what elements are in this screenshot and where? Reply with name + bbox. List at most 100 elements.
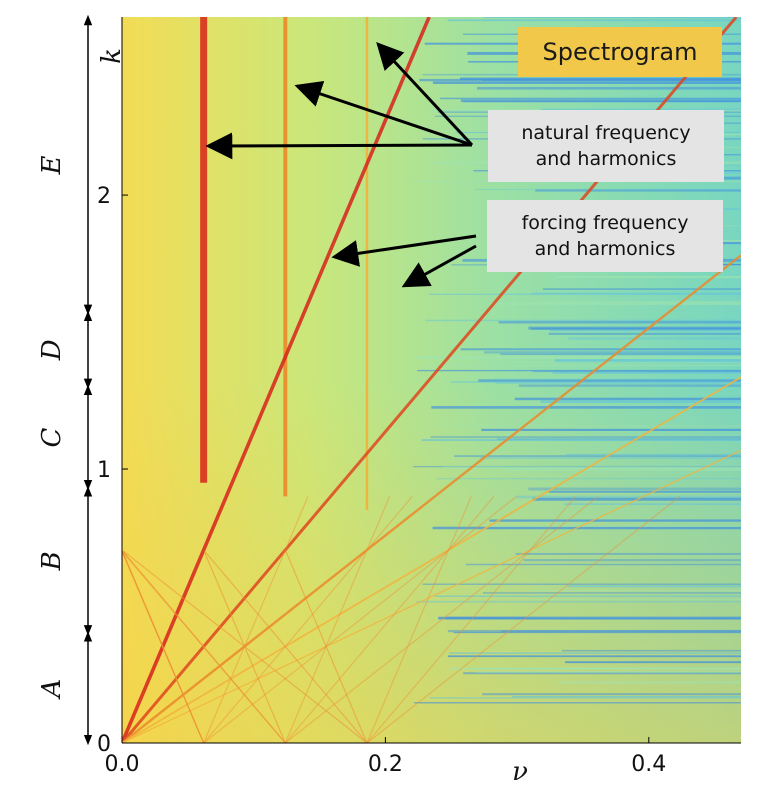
y-tick-label: 1 [97, 458, 111, 483]
noise-band [434, 425, 741, 427]
noise-band [447, 629, 741, 633]
sideband-line [123, 550, 368, 743]
noise-band [557, 276, 741, 279]
noise-band [565, 661, 741, 664]
noise-band [515, 552, 741, 555]
noise-band [482, 17, 741, 19]
forcing-note-line-1: forcing frequency [521, 212, 689, 234]
noise-band [476, 86, 741, 90]
noise-band [514, 397, 741, 401]
region-label: C [37, 427, 67, 447]
noise-band [495, 382, 741, 385]
noise-band [542, 288, 741, 290]
noise-band [432, 526, 741, 530]
noise-band [450, 381, 741, 383]
noise-band [523, 559, 741, 562]
noise-band [495, 378, 741, 380]
noise-band [540, 400, 741, 403]
noise-band [566, 453, 741, 456]
noise-band [526, 616, 741, 618]
x-axis-ticks: 0.0 0.2 0.4 [105, 737, 666, 777]
natural-arrow-1 [376, 42, 474, 147]
noise-band [422, 583, 741, 585]
y-axis-ticks: 0 1 2 [97, 184, 128, 757]
region-brackets: A B C D E [37, 14, 93, 746]
noise-band [481, 428, 741, 431]
noise-band [552, 371, 741, 374]
forcing-note-line-2: and harmonics [534, 238, 676, 260]
noise-band [561, 649, 741, 652]
noise-band [453, 631, 741, 634]
region-label: B [37, 551, 67, 571]
noise-band [512, 696, 741, 698]
noise-band [454, 455, 741, 457]
natural-note-line-1: natural frequency [521, 122, 691, 144]
forcing-arrow-2 [401, 244, 477, 288]
noise-band [498, 320, 741, 324]
noise-band [535, 189, 741, 192]
noise-band [447, 19, 741, 22]
noise-band [413, 702, 741, 704]
noise-band [465, 563, 741, 566]
noise-band [500, 353, 741, 355]
noise-band [490, 302, 741, 305]
sideband-line [366, 496, 472, 743]
noise-band [463, 672, 741, 675]
y-tick-label: 0 [97, 732, 111, 757]
noise-band [530, 598, 741, 601]
noise-band [554, 359, 741, 363]
region-label: E [37, 155, 67, 175]
noise-band [531, 328, 741, 330]
noise-band [434, 595, 741, 598]
noise-band [421, 439, 741, 441]
noise-band [528, 487, 741, 491]
noise-band [424, 364, 741, 367]
noise-band [425, 319, 741, 322]
chart-title: Spectrogram [518, 27, 722, 77]
noise-band [483, 525, 741, 527]
noise-band [548, 332, 741, 335]
noise-band [430, 436, 741, 439]
forcing-harmonic-line [122, 376, 741, 743]
noise-band [417, 369, 741, 372]
noise-band [460, 348, 741, 351]
x-tick-label: 0.0 [105, 752, 140, 777]
noise-band [531, 292, 741, 295]
noise-band [567, 585, 741, 588]
noise-band [489, 519, 741, 522]
forcing-frequency-lines [122, 17, 741, 743]
noise-band [429, 697, 741, 699]
annotation-arrows [205, 42, 477, 288]
noise-band [529, 589, 741, 592]
sideband-line [203, 496, 413, 743]
noise-band [428, 293, 741, 295]
noise-band [516, 495, 741, 499]
noise-band [563, 503, 741, 505]
sideband-line [366, 495, 681, 743]
noise-band [459, 77, 741, 80]
sideband-line [284, 496, 391, 743]
sideband-line [122, 550, 205, 743]
x-axis-label: ν [512, 757, 528, 787]
noise-band [501, 630, 741, 632]
noise-band [532, 370, 741, 373]
sideband-line [284, 495, 599, 743]
sideband-line [122, 550, 286, 743]
forcing-frequency-note: forcing frequency and harmonics [487, 200, 723, 272]
natural-arrow-2 [294, 80, 473, 147]
noise-band [528, 326, 741, 330]
noise-band [482, 693, 741, 696]
noise-band [558, 681, 741, 684]
noise-band [416, 356, 741, 359]
noise-band [479, 457, 741, 459]
x-tick-label: 0.4 [631, 752, 666, 777]
noise-band [445, 616, 741, 620]
natural-frequency-note: natural frequency and harmonics [488, 110, 724, 182]
noise-band [460, 99, 741, 103]
sideband-line [204, 550, 368, 743]
x-tick-label: 0.2 [368, 752, 403, 777]
noise-band [540, 108, 741, 111]
noise-band [442, 466, 741, 469]
natural-arrow-3 [205, 132, 473, 160]
region-label: D [37, 339, 67, 361]
